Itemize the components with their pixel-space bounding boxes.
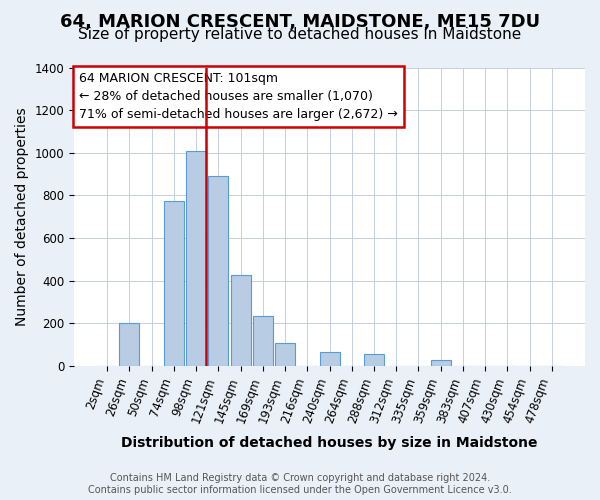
Bar <box>164 200 184 366</box>
Bar <box>253 316 273 366</box>
Y-axis label: Number of detached properties: Number of detached properties <box>15 108 29 326</box>
Text: Size of property relative to detached houses in Maidstone: Size of property relative to detached ho… <box>79 28 521 42</box>
Bar <box>431 360 451 366</box>
Bar <box>275 342 295 366</box>
Text: 64 MARION CRESCENT: 101sqm
← 28% of detached houses are smaller (1,070)
71% of s: 64 MARION CRESCENT: 101sqm ← 28% of deta… <box>79 72 398 121</box>
Bar <box>364 354 384 366</box>
Text: Contains HM Land Registry data © Crown copyright and database right 2024.
Contai: Contains HM Land Registry data © Crown c… <box>88 474 512 495</box>
Text: 64, MARION CRESCENT, MAIDSTONE, ME15 7DU: 64, MARION CRESCENT, MAIDSTONE, ME15 7DU <box>60 12 540 30</box>
Bar <box>230 276 251 366</box>
Bar <box>119 324 139 366</box>
Bar <box>320 352 340 366</box>
Bar <box>208 176 229 366</box>
X-axis label: Distribution of detached houses by size in Maidstone: Distribution of detached houses by size … <box>121 436 538 450</box>
Bar <box>186 150 206 366</box>
